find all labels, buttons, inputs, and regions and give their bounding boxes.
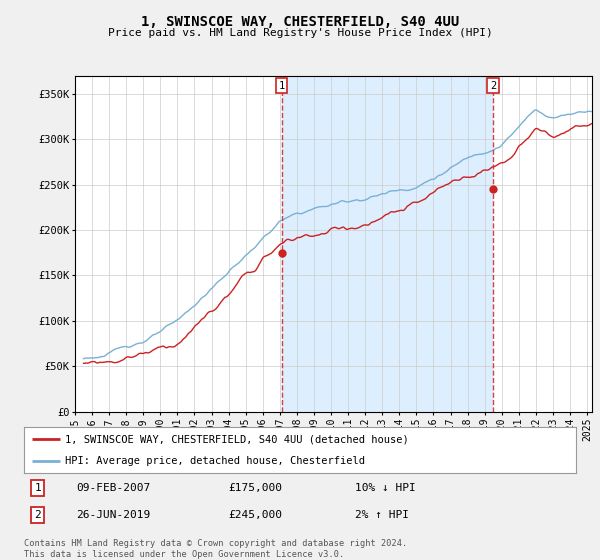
Text: 26-JUN-2019: 26-JUN-2019 (76, 510, 151, 520)
Text: 2: 2 (34, 510, 41, 520)
Text: 09-FEB-2007: 09-FEB-2007 (76, 483, 151, 493)
Text: 2: 2 (490, 81, 496, 91)
Text: 10% ↓ HPI: 10% ↓ HPI (355, 483, 416, 493)
Text: Price paid vs. HM Land Registry's House Price Index (HPI): Price paid vs. HM Land Registry's House … (107, 28, 493, 38)
Text: £245,000: £245,000 (228, 510, 282, 520)
Bar (281, 76, 493, 412)
Text: HPI: Average price, detached house, Chesterfield: HPI: Average price, detached house, Ches… (65, 456, 365, 466)
Text: 2% ↑ HPI: 2% ↑ HPI (355, 510, 409, 520)
Text: Contains HM Land Registry data © Crown copyright and database right 2024.
This d: Contains HM Land Registry data © Crown c… (24, 539, 407, 559)
Text: 1: 1 (34, 483, 41, 493)
Text: 1: 1 (278, 81, 284, 91)
Text: 1, SWINSCOE WAY, CHESTERFIELD, S40 4UU (detached house): 1, SWINSCOE WAY, CHESTERFIELD, S40 4UU (… (65, 434, 409, 444)
Text: 1, SWINSCOE WAY, CHESTERFIELD, S40 4UU: 1, SWINSCOE WAY, CHESTERFIELD, S40 4UU (141, 15, 459, 29)
Text: £175,000: £175,000 (228, 483, 282, 493)
